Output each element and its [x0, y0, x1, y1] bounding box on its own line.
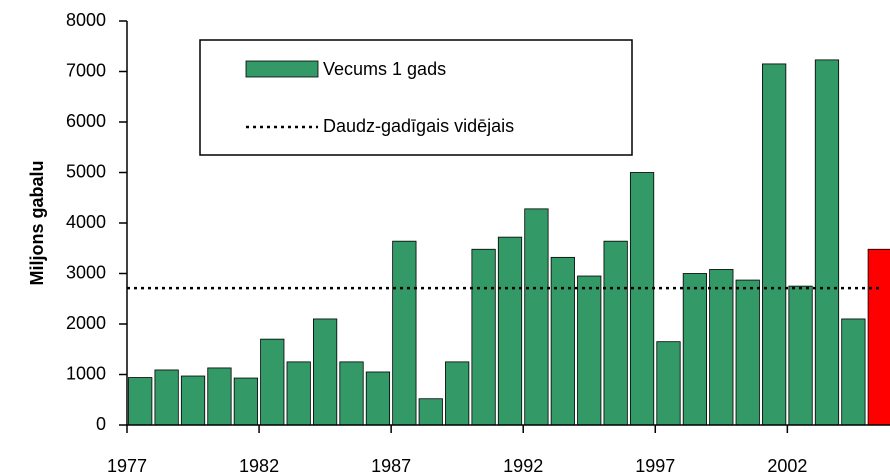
x-tick-label: 1982 — [239, 456, 279, 476]
y-tick-label: 7000 — [66, 60, 106, 80]
bar — [497, 236, 523, 426]
bar — [682, 273, 708, 426]
bar — [471, 248, 496, 426]
y-tick-label: 3000 — [66, 262, 106, 282]
bar — [180, 375, 206, 426]
y-tick-label: 2000 — [66, 313, 106, 333]
legend-box — [199, 39, 633, 156]
x-tick-label: 2002 — [767, 456, 807, 476]
bar — [260, 338, 285, 426]
bar — [656, 341, 681, 426]
bar — [867, 248, 890, 426]
x-tick-label: 1992 — [503, 456, 543, 476]
y-tick-label: 0 — [96, 414, 106, 434]
bar — [312, 318, 338, 426]
bar — [709, 269, 734, 426]
legend-label: Vecums 1 gads — [323, 59, 446, 79]
bar — [365, 371, 391, 426]
bar — [392, 240, 417, 426]
x-tick-label: 1977 — [107, 456, 147, 476]
bar — [841, 318, 866, 426]
bar — [339, 361, 364, 426]
y-tick-label: 5000 — [66, 161, 106, 181]
bar — [550, 256, 575, 426]
legend-label: Daudz-gadīgais vidējais — [323, 116, 514, 136]
bar — [233, 377, 258, 426]
bar — [603, 240, 628, 426]
x-tick-label: 1987 — [371, 456, 411, 476]
bar — [128, 377, 153, 426]
y-tick-label: 6000 — [66, 111, 106, 131]
bar — [418, 398, 443, 426]
bar — [445, 361, 470, 426]
x-tick-label: 1997 — [635, 456, 675, 476]
y-tick-label: 1000 — [66, 363, 106, 383]
bar — [524, 208, 549, 426]
bar — [207, 367, 232, 426]
bar — [154, 369, 179, 426]
bar — [762, 63, 787, 426]
bar — [629, 172, 655, 426]
bar — [577, 275, 602, 426]
bar — [735, 279, 760, 426]
bar — [814, 59, 840, 426]
bar — [286, 361, 311, 426]
bar — [788, 285, 813, 426]
legend-swatch — [245, 60, 319, 78]
y-tick-label: 4000 — [66, 212, 106, 232]
y-tick-label: 8000 — [66, 10, 106, 30]
y-axis-label: Miljons gabalu — [27, 160, 47, 285]
